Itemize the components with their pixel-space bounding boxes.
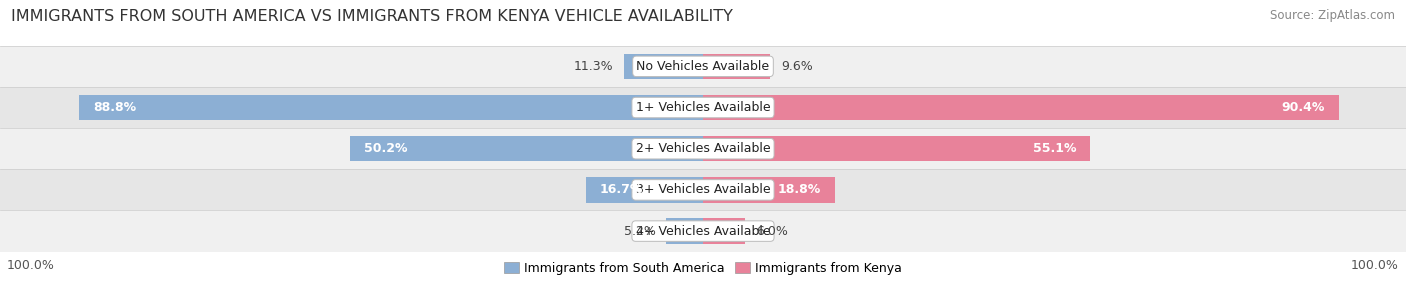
Bar (79, 95, 703, 120)
Text: 4+ Vehicles Available: 4+ Vehicles Available (636, 225, 770, 238)
Text: IMMIGRANTS FROM SOUTH AMERICA VS IMMIGRANTS FROM KENYA VEHICLE AVAILABILITY: IMMIGRANTS FROM SOUTH AMERICA VS IMMIGRA… (11, 9, 733, 23)
Bar (703, 136, 1091, 162)
Bar (0, 210, 1406, 252)
Bar (703, 218, 745, 244)
Text: 2+ Vehicles Available: 2+ Vehicles Available (636, 142, 770, 155)
Text: Source: ZipAtlas.com: Source: ZipAtlas.com (1270, 9, 1395, 21)
Bar (350, 136, 703, 162)
Text: 88.8%: 88.8% (93, 101, 136, 114)
Bar (0, 87, 1406, 128)
Text: 50.2%: 50.2% (364, 142, 408, 155)
Bar (0, 169, 1406, 210)
Text: 90.4%: 90.4% (1281, 101, 1324, 114)
Text: 100.0%: 100.0% (7, 259, 55, 273)
Text: 3+ Vehicles Available: 3+ Vehicles Available (636, 183, 770, 196)
Text: 100.0%: 100.0% (1351, 259, 1399, 273)
Bar (703, 95, 1339, 120)
Text: 5.2%: 5.2% (624, 225, 655, 238)
Text: 16.7%: 16.7% (599, 183, 643, 196)
Text: No Vehicles Available: No Vehicles Available (637, 60, 769, 73)
Text: 55.1%: 55.1% (1033, 142, 1077, 155)
Text: 1+ Vehicles Available: 1+ Vehicles Available (636, 101, 770, 114)
Bar (703, 177, 835, 203)
Bar (666, 218, 703, 244)
Bar (586, 177, 703, 203)
Bar (0, 46, 1406, 87)
Text: 6.0%: 6.0% (756, 225, 787, 238)
Bar (703, 53, 770, 79)
Text: 18.8%: 18.8% (778, 183, 821, 196)
Legend: Immigrants from South America, Immigrants from Kenya: Immigrants from South America, Immigrant… (499, 257, 907, 280)
Text: 11.3%: 11.3% (574, 60, 613, 73)
Bar (624, 53, 703, 79)
Text: 9.6%: 9.6% (782, 60, 813, 73)
Bar (0, 128, 1406, 169)
